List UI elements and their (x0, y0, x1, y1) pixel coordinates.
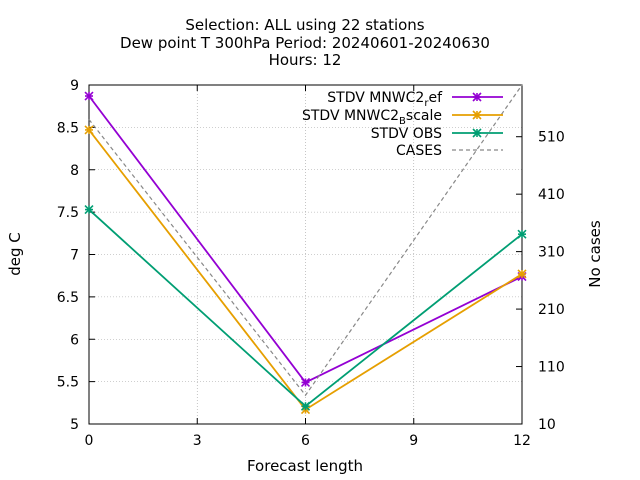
y-tick-label: 5 (70, 417, 79, 433)
y2-tick-label: 210 (538, 302, 565, 318)
y-tick-label: 6 (70, 332, 79, 348)
y-tick-label: 7 (70, 248, 79, 264)
chart-title-line-2: Dew point T 300hPa Period: 20240601-2024… (120, 34, 490, 52)
grid (89, 85, 522, 424)
y-axis-label: deg C (6, 232, 24, 276)
data-point-marker (517, 229, 527, 239)
chart-title: Selection: ALL using 22 stations Dew poi… (120, 16, 490, 69)
y2-tick-label: 310 (538, 245, 565, 261)
x-tick-label: 3 (193, 433, 202, 449)
y-tick-label: 7.5 (57, 205, 79, 221)
plot-frame (88, 84, 523, 425)
y-tick-label: 5.5 (57, 375, 79, 391)
y2-tick-label: 10 (538, 417, 556, 433)
y2-tick-label: 410 (538, 187, 565, 203)
data-point-marker (84, 91, 94, 101)
x-tick-label: 12 (513, 433, 531, 449)
series-line-3 (88, 84, 523, 397)
data-point-marker (300, 401, 311, 411)
y-tick-label: 6.5 (57, 290, 79, 306)
data-point-marker (84, 125, 94, 135)
data-point-marker (300, 377, 311, 388)
y2-axis-label: No cases (586, 220, 604, 288)
y-tick-label: 9 (70, 78, 79, 94)
data-point-marker (472, 92, 482, 102)
legend-label-2: STDV OBS (371, 126, 442, 142)
chart-title-line-1: Selection: ALL using 22 stations (185, 16, 424, 34)
legend-label-0: STDV MNWC2ref (327, 90, 443, 109)
x-tick-label: 6 (301, 433, 310, 449)
data-point-marker (84, 205, 94, 215)
data-point-marker (472, 128, 482, 138)
x-tick-label: 0 (85, 433, 94, 449)
y2-tick-label: 510 (538, 130, 565, 146)
y-tick-label: 8.5 (57, 120, 79, 136)
x-axis-label: Forecast length (247, 457, 363, 475)
legend-label-3: CASES (396, 143, 442, 159)
legend-label-1: STDV MNWC2Bscale (302, 108, 442, 127)
x-tick-label: 9 (409, 433, 418, 449)
axes: 0 3 6 9 12 5 5.5 6 6.5 7 7.5 8 8.5 9 10 110 210 310 410 510 (57, 78, 565, 449)
data-point-marker (517, 269, 527, 279)
data-point-marker (472, 110, 482, 120)
chart-title-line-3: Hours: 12 (269, 51, 342, 69)
series-group (84, 84, 527, 415)
y-tick-label: 8 (70, 163, 79, 179)
y2-tick-label: 110 (538, 360, 565, 376)
